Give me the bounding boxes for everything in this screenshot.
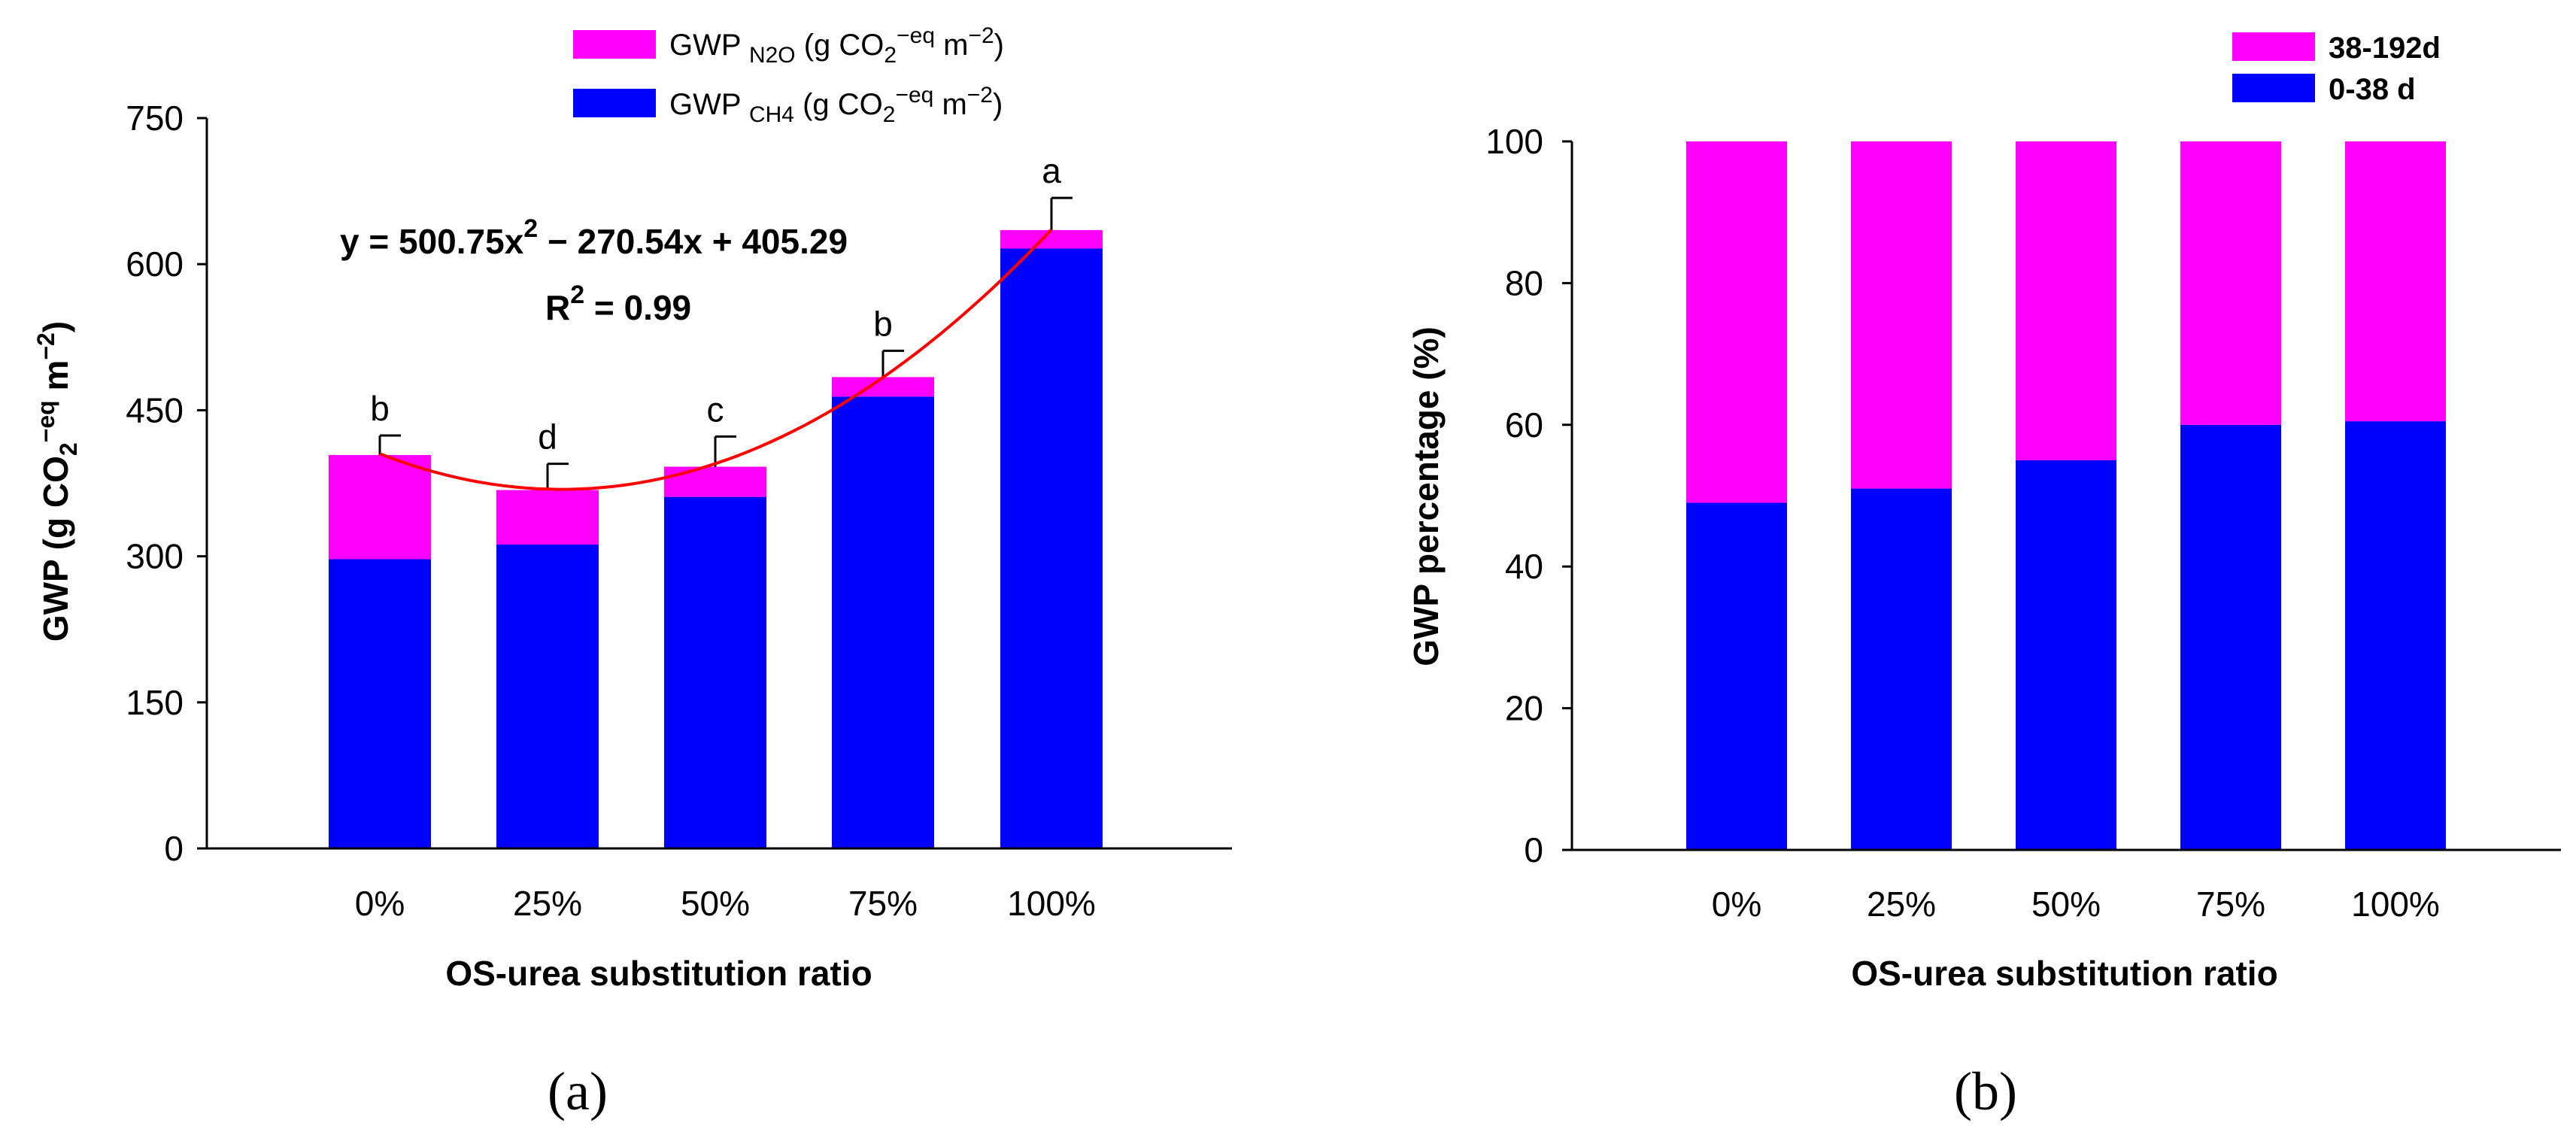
y-tick-label: 60 bbox=[1505, 405, 1543, 445]
bar-segment-n2o bbox=[496, 490, 599, 545]
panel-a-y-ticks: 0 150 300 450 600 750 bbox=[126, 99, 207, 868]
x-tick-label: 100% bbox=[2351, 885, 2440, 924]
significance-letter: b bbox=[873, 304, 893, 343]
panel-a-x-ticks: 0% 25% 50% 75% 100% bbox=[355, 884, 1096, 923]
panel-b-label: (b) bbox=[1954, 1061, 2017, 1121]
bar-segment-38-192d bbox=[1686, 141, 1787, 503]
bar-segment-n2o bbox=[832, 377, 934, 397]
panel-b-chart: 0 20 40 60 80 100 0% 25% 50% 75% 100% 38-192d 0-3… bbox=[1406, 32, 2561, 1121]
panel-b-legend: 38-192d 0-38 d bbox=[2232, 32, 2441, 106]
y-tick-label: 20 bbox=[1505, 689, 1543, 728]
x-tick-label: 75% bbox=[848, 884, 918, 923]
x-tick-label: 50% bbox=[681, 884, 750, 923]
x-tick-label: 0% bbox=[355, 884, 405, 923]
panel-b-y-axis-title: GWP percentage (%) bbox=[1406, 326, 1446, 666]
bar-segment-0-38d bbox=[2180, 424, 2281, 850]
x-tick-label: 100% bbox=[1007, 884, 1096, 923]
significance-letter: a bbox=[1042, 151, 1061, 190]
bar-segment-38-192d bbox=[1851, 141, 1952, 489]
y-tick-label: 150 bbox=[126, 683, 184, 722]
panel-a-significance-letters: b d c b a bbox=[370, 151, 1061, 456]
bar-segment-ch4 bbox=[496, 545, 599, 848]
x-tick-label: 25% bbox=[513, 884, 582, 923]
legend-label-ch4: GWP CH4 (g CO2−eq m−2) bbox=[669, 83, 1003, 127]
legend-swatch-38-192d bbox=[2232, 32, 2315, 61]
panel-a-fit-equation: y = 500.75x2 − 270.54x + 405.29 bbox=[340, 214, 848, 261]
significance-letter: d bbox=[538, 417, 557, 457]
panel-b-y-ticks: 0 20 40 60 80 100 bbox=[1485, 122, 1572, 869]
bar-segment-n2o bbox=[329, 454, 431, 560]
bar-segment-0-38d bbox=[2345, 421, 2446, 850]
y-tick-label: 300 bbox=[126, 537, 184, 576]
panel-b-x-axis-title: OS-urea substitution ratio bbox=[1851, 954, 2277, 993]
bar-segment-ch4 bbox=[1000, 248, 1103, 848]
y-tick-label: 450 bbox=[126, 390, 184, 429]
legend-swatch-0-38d bbox=[2232, 74, 2315, 102]
legend-label-n2o: GWP N2O (g CO2−eq m−2) bbox=[669, 23, 1004, 68]
panel-a-fit-curve bbox=[379, 228, 1053, 491]
bar-segment-n2o bbox=[1000, 229, 1103, 249]
legend-swatch-ch4 bbox=[573, 89, 656, 117]
panel-b-bars bbox=[1686, 141, 2446, 850]
y-tick-label: 100 bbox=[1485, 122, 1543, 161]
panel-a-chart: b d c b a 0 150 300 450 600 750 0% 25% 50% 75% 100% G… bbox=[32, 23, 1232, 1121]
panel-b-x-ticks: 0% 25% 50% 75% 100% bbox=[1712, 885, 2440, 924]
panel-a-label: (a) bbox=[548, 1061, 608, 1121]
bar-segment-0-38d bbox=[1686, 502, 1787, 850]
bar-segment-38-192d bbox=[2345, 141, 2446, 422]
bar-segment-ch4 bbox=[832, 396, 934, 848]
x-tick-label: 75% bbox=[2196, 885, 2265, 924]
x-tick-label: 25% bbox=[1867, 885, 1936, 924]
legend-swatch-n2o bbox=[573, 30, 656, 59]
panel-a-bars bbox=[329, 229, 1103, 848]
panel-a-error-bars bbox=[378, 196, 1073, 490]
bar-segment-38-192d bbox=[2180, 141, 2281, 425]
x-tick-label: 0% bbox=[1712, 885, 1761, 924]
y-tick-label: 40 bbox=[1505, 547, 1543, 586]
panel-a-y-axis-title: GWP (g CO2−eq m−2) bbox=[32, 321, 82, 642]
significance-letter: b bbox=[370, 389, 390, 428]
y-tick-label: 0 bbox=[1524, 830, 1543, 869]
bar-segment-ch4 bbox=[329, 559, 431, 848]
bar-segment-0-38d bbox=[1851, 488, 1952, 850]
bar-segment-n2o bbox=[664, 466, 766, 497]
panel-a-x-axis-title: OS-urea substitution ratio bbox=[445, 954, 872, 993]
bar-segment-38-192d bbox=[2016, 141, 2116, 460]
bar-segment-ch4 bbox=[664, 496, 766, 848]
legend-label-38-192d: 38-192d bbox=[2329, 32, 2441, 65]
panel-a-fit-r2: R2 = 0.99 bbox=[545, 281, 691, 327]
y-tick-label: 0 bbox=[164, 829, 184, 868]
y-tick-label: 600 bbox=[126, 244, 184, 284]
significance-letter: c bbox=[707, 390, 724, 429]
legend-label-0-38d: 0-38 d bbox=[2329, 73, 2416, 106]
panel-a-legend: GWP N2O (g CO2−eq m−2) GWP CH4 (g CO2−eq… bbox=[573, 23, 1004, 127]
bar-segment-0-38d bbox=[2016, 460, 2116, 850]
y-tick-label: 750 bbox=[126, 99, 184, 138]
x-tick-label: 50% bbox=[2031, 885, 2101, 924]
y-tick-label: 80 bbox=[1505, 263, 1543, 302]
